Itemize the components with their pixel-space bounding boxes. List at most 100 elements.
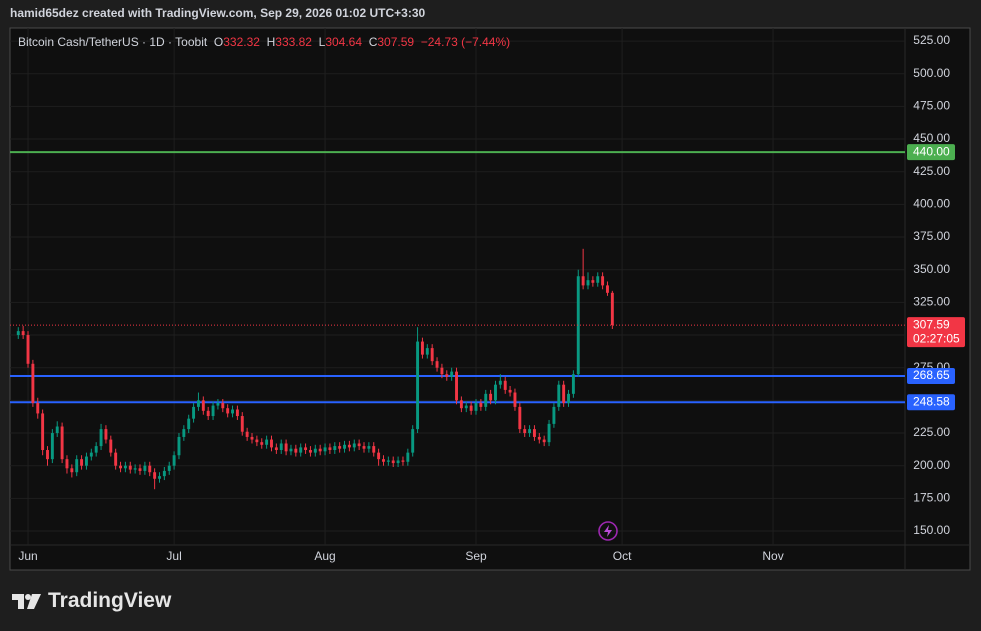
candle-body bbox=[352, 443, 356, 448]
y-tick-label: 450.00 bbox=[913, 131, 950, 145]
candle-body bbox=[284, 443, 288, 452]
y-tick-label: 175.00 bbox=[913, 491, 950, 505]
candle-body bbox=[343, 444, 346, 449]
candle-body bbox=[138, 468, 142, 471]
candle-body bbox=[377, 452, 381, 460]
x-tick-label: Sep bbox=[465, 549, 487, 563]
candle-body bbox=[586, 280, 590, 286]
candle-body bbox=[158, 476, 161, 479]
candle-body bbox=[479, 402, 483, 407]
candle-body bbox=[562, 384, 566, 403]
candle-body bbox=[201, 400, 205, 411]
candle-body bbox=[41, 413, 45, 451]
level-label: 248.58 bbox=[913, 394, 950, 408]
legend-header: Bitcoin Cash/TetherUS · 1D · Toobit O332… bbox=[18, 35, 510, 49]
candle-body bbox=[557, 384, 561, 407]
candle-body bbox=[231, 409, 234, 414]
candle-body bbox=[245, 431, 249, 437]
y-tick-label: 500.00 bbox=[913, 66, 950, 80]
candle-body bbox=[416, 341, 420, 430]
y-tick-label: 475.00 bbox=[913, 99, 950, 113]
ohlc-value: 332.32 bbox=[223, 35, 260, 49]
candle-body bbox=[382, 459, 385, 462]
candle-body bbox=[16, 331, 20, 336]
candle-body bbox=[596, 276, 600, 283]
candle-body bbox=[65, 459, 69, 469]
candle-body bbox=[459, 400, 463, 409]
candle-body bbox=[552, 406, 556, 424]
candle-body bbox=[567, 393, 570, 403]
candle-body bbox=[362, 446, 366, 449]
candle-body bbox=[192, 406, 196, 419]
candle-body bbox=[255, 439, 259, 443]
ohlc-label: O bbox=[213, 35, 224, 49]
chart: 150.00175.00200.00225.00250.00275.00300.… bbox=[9, 27, 971, 571]
candle-body bbox=[94, 446, 98, 453]
candle-body bbox=[89, 452, 93, 457]
candle-body bbox=[143, 465, 147, 471]
candle-body bbox=[425, 348, 429, 355]
candle-body bbox=[610, 292, 614, 326]
y-tick-label: 325.00 bbox=[913, 295, 950, 309]
candle-body bbox=[440, 367, 444, 375]
candle-body bbox=[323, 447, 327, 452]
candle-body bbox=[70, 468, 74, 473]
candle-body bbox=[430, 348, 434, 362]
candle-body bbox=[196, 400, 200, 407]
candle-body bbox=[518, 406, 522, 430]
candle-body bbox=[187, 418, 191, 430]
candle-body bbox=[532, 429, 536, 437]
countdown: 02:27:05 bbox=[913, 331, 960, 345]
candle-body bbox=[109, 439, 113, 453]
ohlc-label: L bbox=[318, 35, 326, 49]
candle-body bbox=[542, 439, 546, 443]
candle-body bbox=[484, 393, 488, 407]
candle-body bbox=[270, 439, 273, 448]
candle-body bbox=[318, 448, 322, 452]
candle-body bbox=[75, 459, 79, 473]
candle-body bbox=[571, 374, 575, 394]
candle-body bbox=[104, 429, 108, 440]
x-tick-label: Oct bbox=[613, 549, 632, 563]
candle-body bbox=[455, 371, 458, 401]
candle-body bbox=[60, 426, 64, 460]
candle-body bbox=[308, 450, 312, 453]
candle-body bbox=[260, 442, 264, 445]
candle-body bbox=[250, 436, 254, 440]
candle-body bbox=[274, 447, 278, 451]
level-box bbox=[907, 394, 955, 411]
candle-body bbox=[304, 447, 308, 451]
candle-body bbox=[581, 276, 585, 286]
symbol-title: Bitcoin Cash/TetherUS · 1D · Toobit bbox=[18, 35, 208, 49]
candle-body bbox=[289, 448, 293, 452]
candle-body bbox=[498, 380, 502, 385]
ohlc-label: H bbox=[266, 35, 276, 49]
candle-body bbox=[396, 460, 400, 464]
candle-body bbox=[294, 448, 298, 453]
candle-body bbox=[133, 468, 137, 470]
logo-icon bbox=[12, 594, 41, 609]
candle-body bbox=[50, 433, 54, 460]
candle-body bbox=[240, 416, 244, 432]
candle-body bbox=[299, 447, 303, 453]
candle-body bbox=[450, 371, 454, 377]
y-tick-label: 375.00 bbox=[913, 229, 950, 243]
candle-body bbox=[372, 446, 376, 453]
candle-body bbox=[464, 405, 468, 409]
candle-body bbox=[26, 335, 30, 364]
x-tick-label: Aug bbox=[314, 549, 335, 563]
candle-body bbox=[469, 405, 473, 411]
candle-body bbox=[84, 456, 88, 466]
y-tick-label: 150.00 bbox=[913, 523, 950, 537]
candle-body bbox=[508, 389, 512, 393]
candle-body bbox=[216, 402, 220, 406]
candle-body bbox=[36, 402, 40, 414]
candle-body bbox=[391, 460, 395, 464]
ohlc-label: C bbox=[368, 35, 378, 49]
candle-body bbox=[420, 341, 424, 355]
ohlc-value: 304.64 bbox=[325, 35, 363, 49]
x-tick-label: Jun bbox=[18, 549, 37, 563]
level-label: 440.00 bbox=[913, 144, 950, 158]
candle-body bbox=[591, 280, 595, 283]
